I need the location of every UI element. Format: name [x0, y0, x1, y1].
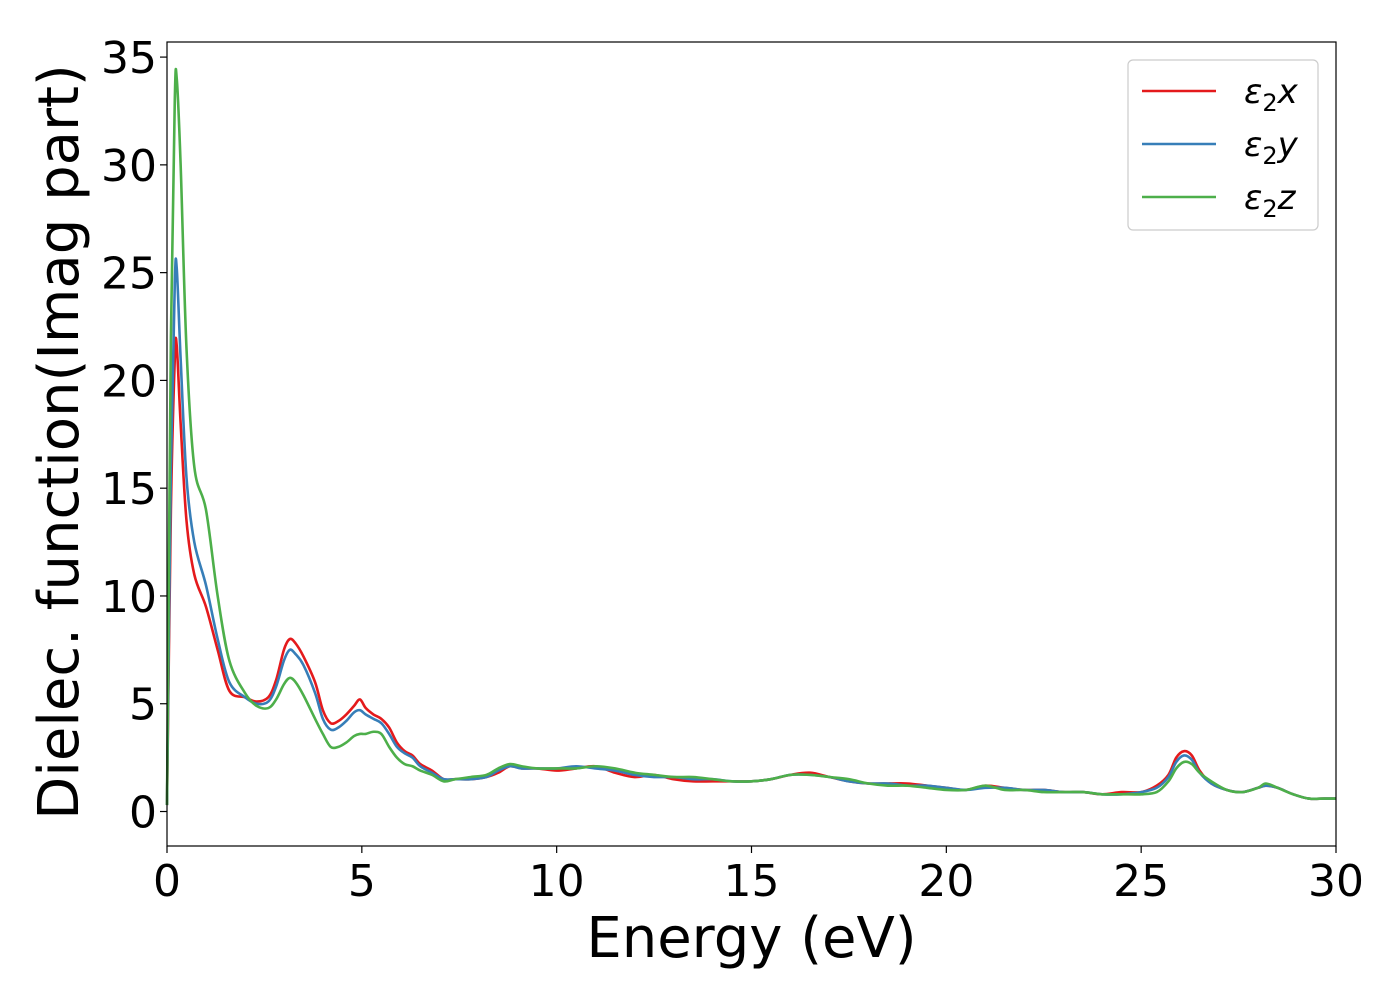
y-axis-ticks: 0 5 10 15 20 25 30 35 — [101, 33, 167, 839]
x-tick-label: 0 — [153, 856, 181, 907]
y-tick-label: 25 — [101, 249, 157, 300]
x-tick-label: 5 — [348, 856, 376, 907]
y-tick-label: 35 — [101, 33, 157, 84]
y-tick-label: 5 — [129, 680, 157, 731]
legend-box — [1127, 59, 1319, 231]
y-tick-label: 0 — [129, 788, 157, 839]
series-line-y — [165, 257, 1336, 806]
y-tick-label: 10 — [101, 572, 157, 623]
x-axis-label: Energy (eV) — [586, 906, 916, 971]
y-tick-label: 30 — [101, 141, 157, 192]
x-tick-label: 10 — [529, 856, 585, 907]
legend-label-y: ε2y — [1244, 125, 1299, 170]
series-line-z — [165, 67, 1336, 806]
series-lines — [165, 67, 1336, 806]
legend-label-x: ε2x — [1244, 72, 1299, 117]
x-tick-label: 15 — [724, 856, 780, 907]
x-tick-label: 20 — [918, 856, 974, 907]
y-tick-label: 20 — [101, 356, 157, 407]
x-tick-label: 25 — [1113, 856, 1169, 907]
legend-label-z: ε2z — [1244, 178, 1297, 223]
y-axis-label: Dielec. function(Imag part) — [27, 64, 92, 820]
x-tick-label: 30 — [1308, 856, 1364, 907]
y-tick-label: 15 — [101, 464, 157, 515]
legend: ε2x ε2y ε2z — [1127, 59, 1319, 231]
x-axis-ticks: 0 5 10 15 20 25 30 — [153, 846, 1364, 907]
